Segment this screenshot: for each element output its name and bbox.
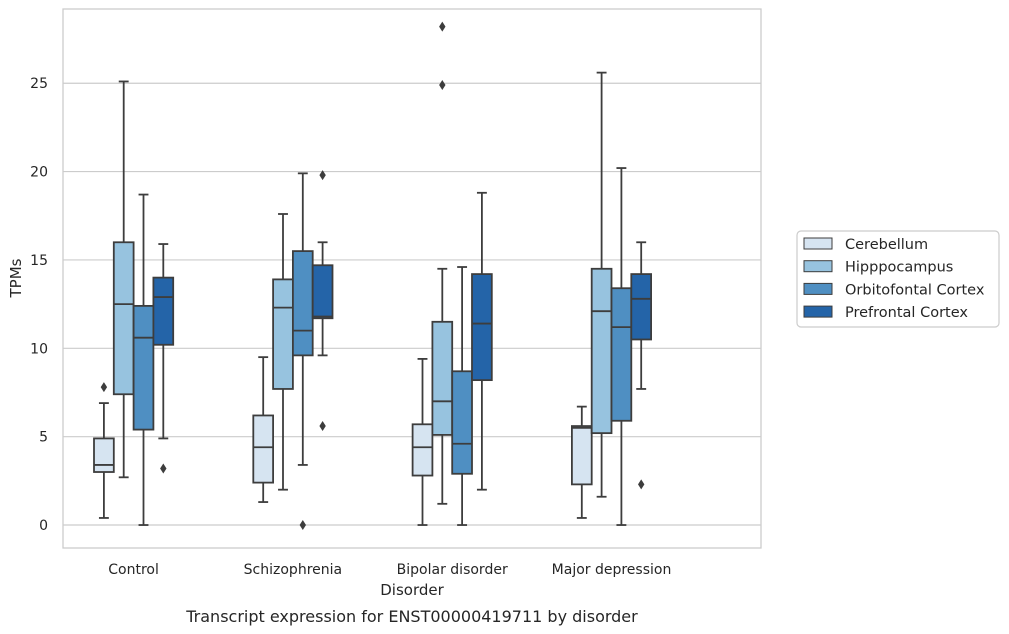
box — [590, 267, 613, 435]
gridlines — [63, 82, 761, 526]
box — [630, 273, 652, 341]
plot-frame — [62, 8, 762, 549]
box-group — [451, 266, 473, 526]
box-group — [590, 71, 613, 498]
box-group — [152, 243, 175, 474]
box — [132, 304, 155, 431]
x-axis-label: Disorder — [380, 581, 444, 599]
legend: Cerebellum Hipppocampus Orbitofontal Corte… — [796, 230, 1000, 328]
box — [571, 425, 593, 486]
outlier-point — [319, 170, 326, 181]
legend-swatch — [803, 237, 833, 250]
box-group — [630, 241, 652, 490]
box — [291, 250, 314, 357]
y-tick-label: 10 — [30, 341, 48, 357]
box — [112, 241, 135, 396]
box — [411, 423, 434, 477]
y-axis-label: TPMs — [7, 258, 25, 298]
box — [311, 264, 334, 320]
box — [252, 414, 275, 484]
x-tick-label: Major depression — [552, 562, 672, 578]
box-group — [311, 170, 334, 432]
box-group — [411, 358, 434, 526]
outlier-point — [100, 382, 108, 393]
legend-label: Cerebellum — [845, 237, 928, 253]
box-group — [471, 191, 493, 491]
box — [152, 276, 175, 346]
outlier-point — [439, 21, 446, 32]
box — [471, 273, 493, 382]
box-group — [132, 193, 155, 526]
x-tick-label: Schizophrenia — [244, 562, 342, 578]
legend-swatch — [803, 282, 833, 295]
y-tick-label: 5 — [39, 430, 48, 446]
box — [451, 370, 473, 475]
box — [272, 278, 294, 390]
box — [431, 320, 454, 436]
box-group — [112, 80, 135, 479]
outlier-point — [638, 479, 645, 490]
box-group — [272, 213, 294, 491]
x-tick-labels: Control Schizophrenia Bipolar disorder Majo… — [108, 562, 671, 578]
y-tick-label: 15 — [30, 253, 48, 269]
legend-label: Orbitofontal Cortex — [845, 282, 985, 298]
outlier-point — [160, 463, 167, 474]
box-group — [291, 172, 314, 531]
chart-caption: Transcript expression for ENST0000041971… — [185, 607, 638, 626]
x-tick-label: Control — [108, 562, 159, 578]
legend-label: Hipppocampus — [845, 260, 953, 276]
outlier-point — [299, 520, 306, 531]
y-tick-labels: 0 5 10 15 20 25 — [30, 76, 48, 534]
box-group — [252, 356, 275, 503]
legend-swatch — [803, 305, 833, 318]
box-group — [93, 382, 115, 519]
outlier-point — [439, 79, 446, 90]
outlier-point — [319, 421, 326, 432]
legend-swatch — [803, 260, 833, 273]
y-tick-label: 25 — [30, 76, 48, 92]
legend-label: Prefrontal Cortex — [845, 305, 968, 321]
y-tick-label: 20 — [30, 165, 48, 181]
legend-frame — [796, 230, 1000, 328]
box-group — [431, 21, 454, 505]
plot-boxes — [93, 21, 652, 531]
box — [610, 287, 633, 422]
y-tick-label: 0 — [39, 518, 48, 534]
box — [93, 437, 115, 473]
box-group — [571, 405, 593, 519]
x-tick-label: Bipolar disorder — [397, 562, 508, 578]
box-group — [610, 167, 633, 526]
